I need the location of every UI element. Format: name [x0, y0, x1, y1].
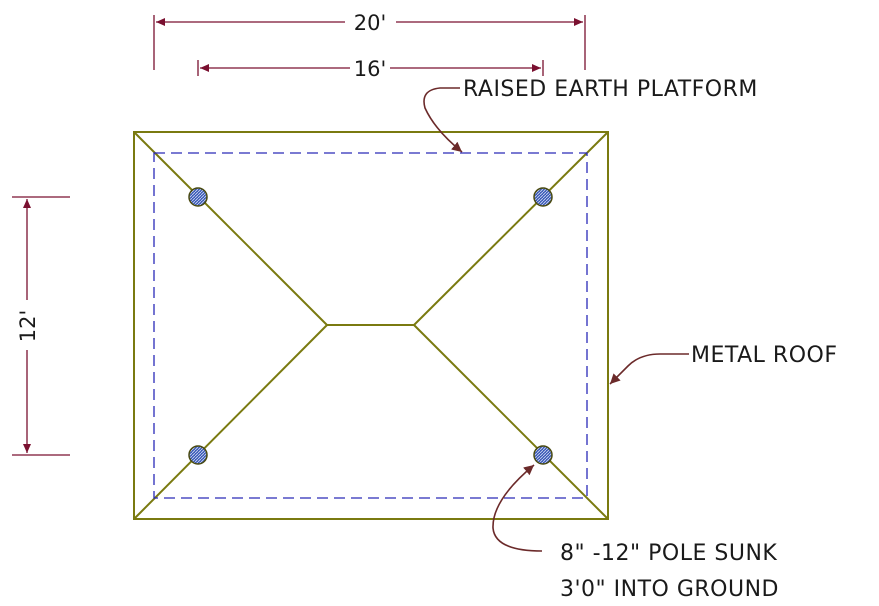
- dimension-16ft: 16': [197, 57, 544, 81]
- label-pole-line1: 8" -12" POLE SUNK: [560, 541, 777, 566]
- dimension-12ft: 12': [12, 196, 70, 456]
- pole-bottom-left: [188, 445, 208, 465]
- dim-16-label: 16': [354, 57, 387, 81]
- leader-platform: [423, 87, 463, 153]
- raised-earth-platform: [153, 152, 588, 499]
- roof-hip-top-left: [133, 131, 328, 326]
- leader-pole: [492, 464, 543, 552]
- label-raised-earth-platform: RAISED EARTH PLATFORM: [463, 77, 758, 102]
- dimension-20ft: 20': [153, 11, 586, 70]
- dim-12-label: 12': [16, 310, 40, 343]
- roof-hip-bottom-right: [413, 324, 609, 520]
- leader-metal-roof: [609, 353, 689, 385]
- dim-20-label: 20': [354, 11, 387, 35]
- roof-hip-top-right: [413, 131, 609, 326]
- roof-hip-bottom-left: [133, 324, 328, 520]
- pole-top-right: [533, 187, 553, 207]
- pole-bottom-right: [533, 445, 553, 465]
- label-pole-line2: 3'0" INTO GROUND: [560, 577, 779, 602]
- roof-outer-edge: [133, 131, 609, 520]
- metal-roof: [133, 131, 609, 520]
- label-metal-roof: METAL ROOF: [691, 343, 838, 368]
- poles: [188, 187, 553, 465]
- pole-top-left: [188, 187, 208, 207]
